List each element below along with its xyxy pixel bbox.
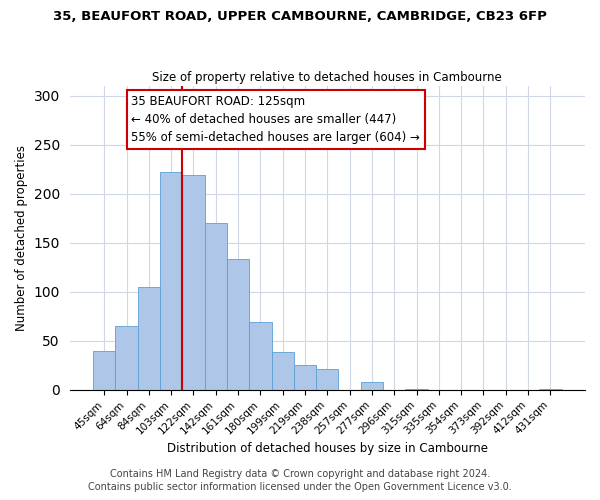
Bar <box>406 389 428 390</box>
Text: 35 BEAUFORT ROAD: 125sqm
← 40% of detached houses are smaller (447)
55% of semi-: 35 BEAUFORT ROAD: 125sqm ← 40% of detach… <box>131 95 421 144</box>
X-axis label: Distribution of detached houses by size in Cambourne: Distribution of detached houses by size … <box>167 442 488 455</box>
Bar <box>294 366 316 390</box>
Bar <box>361 382 383 390</box>
Bar <box>115 326 137 390</box>
Bar <box>249 322 272 390</box>
Bar <box>137 287 160 390</box>
Y-axis label: Number of detached properties: Number of detached properties <box>15 145 28 331</box>
Text: Contains HM Land Registry data © Crown copyright and database right 2024.
Contai: Contains HM Land Registry data © Crown c… <box>88 470 512 492</box>
Bar <box>160 172 182 390</box>
Bar <box>205 224 227 390</box>
Bar <box>539 389 562 390</box>
Bar <box>182 175 205 390</box>
Title: Size of property relative to detached houses in Cambourne: Size of property relative to detached ho… <box>152 70 502 84</box>
Bar <box>93 350 115 390</box>
Bar <box>316 370 338 390</box>
Bar <box>227 258 249 390</box>
Bar <box>272 352 294 390</box>
Text: 35, BEAUFORT ROAD, UPPER CAMBOURNE, CAMBRIDGE, CB23 6FP: 35, BEAUFORT ROAD, UPPER CAMBOURNE, CAMB… <box>53 10 547 23</box>
